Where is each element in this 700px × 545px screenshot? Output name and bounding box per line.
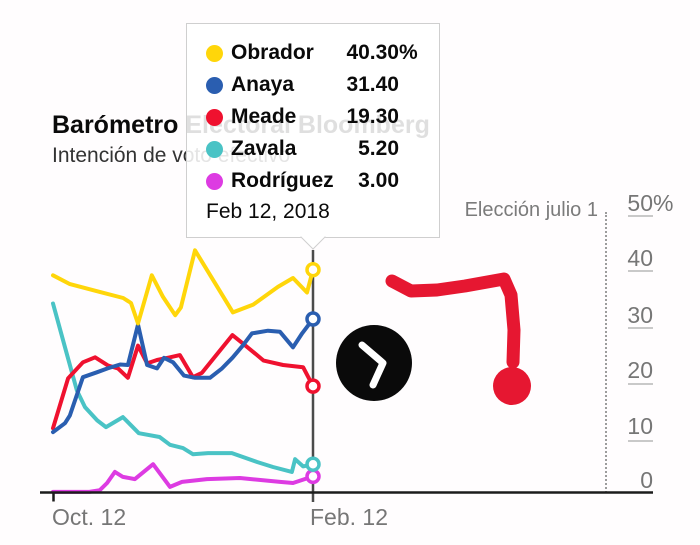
rodriguez-legend-dot: [206, 172, 223, 190]
tooltip-row-zavala: Zavala 5.20: [206, 133, 439, 165]
y-axis-tick-40: [628, 270, 653, 272]
play-next-button[interactable]: [336, 325, 412, 401]
end-ring-anaya: [305, 311, 321, 327]
tooltip-row-anaya: Anaya 31.40: [206, 69, 439, 101]
red-marker-dot: [493, 367, 531, 405]
y-axis-tick-10: [628, 440, 653, 442]
tooltip-row-meade: Meade 19.30: [206, 101, 439, 133]
chevron-right-icon: [358, 341, 387, 389]
meade-legend-dot: [206, 108, 223, 126]
tooltip-value: 31.40: [346, 73, 399, 96]
tooltip-value: 19.30: [346, 105, 399, 128]
end-ring-meade: [305, 378, 321, 394]
tooltip-name: Anaya: [231, 73, 295, 96]
series-line-obrador: [51, 248, 315, 326]
anaya-legend-dot: [206, 76, 223, 94]
series-line-rodríguez: [51, 462, 315, 494]
zavala-legend-dot: [206, 140, 223, 158]
series-line-meade: [51, 333, 315, 431]
end-ring-obrador: [305, 261, 321, 278]
tooltip-name: Meade: [231, 105, 297, 128]
poll-series-lines: [51, 248, 315, 494]
end-ring-rodríguez: [305, 468, 321, 485]
y-axis-tick-50: [628, 215, 653, 217]
end-ring-zavala: [305, 456, 321, 472]
tooltip-name: Obrador: [231, 41, 314, 64]
tooltip-row-rodriguez: Rodríguez 3.00: [206, 165, 439, 197]
election-date-label: Elección julio 1: [464, 199, 598, 221]
series-line-zavala: [51, 301, 315, 474]
tooltip-name: Zavala: [231, 137, 297, 160]
hover-tooltip: Obrador 40.30% Anaya 31.40 Meade 19.30 Z…: [186, 23, 440, 250]
y-axis-label-30: 30: [627, 302, 653, 328]
election-dotted-line: [605, 212, 607, 493]
y-axis-label-0: 0: [640, 467, 653, 493]
y-axis-label-10: 10: [627, 413, 653, 439]
obrador-legend-dot: [206, 44, 223, 62]
tooltip-value: 3.00: [358, 169, 399, 192]
x-axis-label-feb: Feb. 12: [310, 504, 388, 530]
tooltip-value: 5.20: [358, 137, 399, 160]
y-axis-label-40: 40: [627, 245, 653, 271]
x-axis-label-oct: Oct. 12: [52, 504, 127, 530]
y-axis-tick-20: [628, 383, 653, 385]
y-axis-label-50: 50%: [627, 190, 674, 216]
red-marker-stroke: [385, 272, 521, 369]
tooltip-row-obrador: Obrador 40.30%: [206, 37, 439, 69]
series-line-anaya: [51, 317, 315, 435]
red-marker-annotation: [385, 272, 531, 405]
y-axis-label-20: 20: [627, 357, 653, 383]
tooltip-date: Feb 12, 2018: [206, 200, 330, 223]
tooltip-value: 40.30%: [346, 41, 418, 64]
y-axis-tick-30: [628, 327, 653, 329]
tooltip-name: Rodríguez: [231, 169, 334, 192]
series-end-markers: [305, 261, 321, 485]
